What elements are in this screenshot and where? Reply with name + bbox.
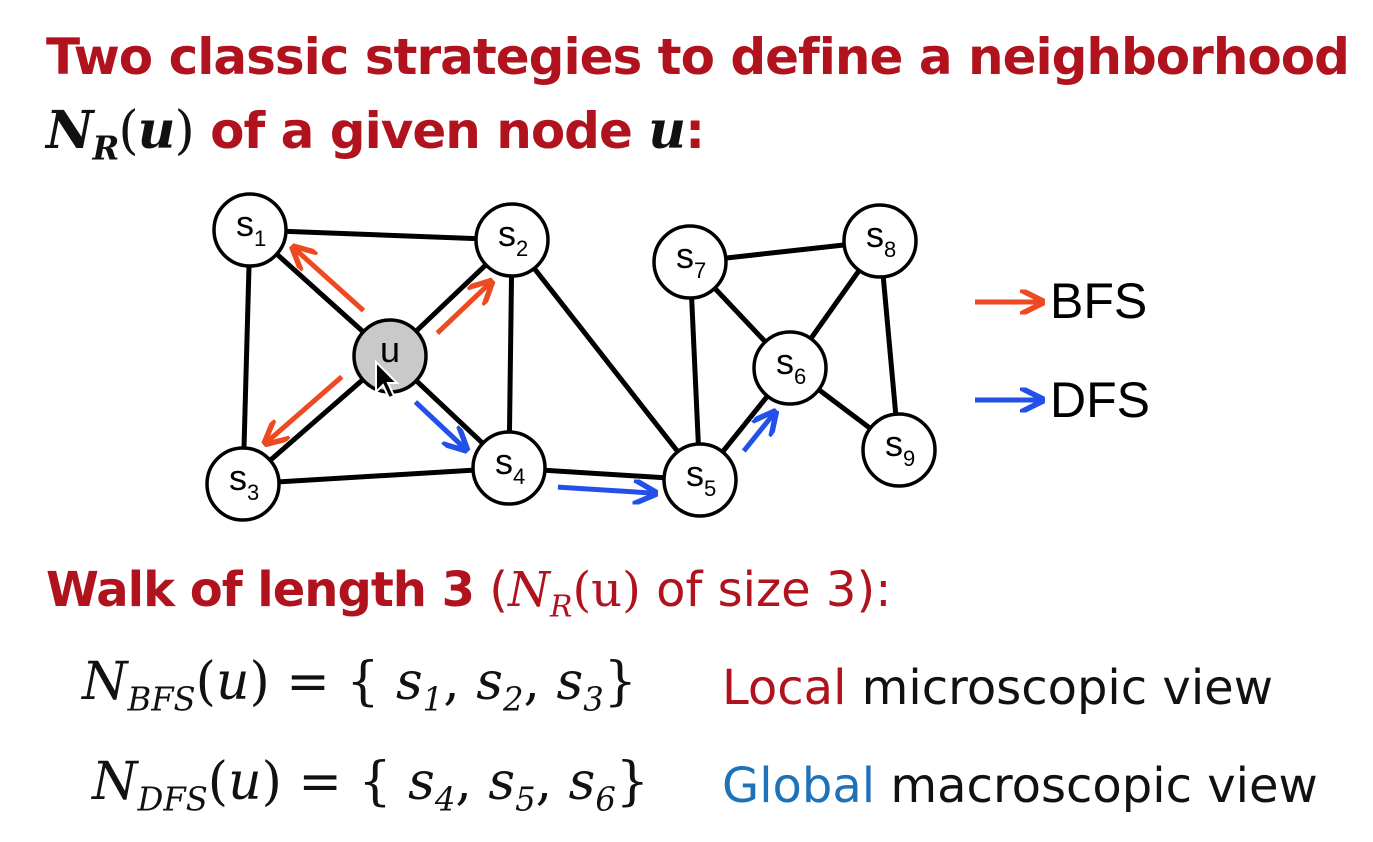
bfs-arrow-u-s3 <box>267 374 344 442</box>
dfs-item-5: s5 <box>488 752 536 819</box>
dfs-item-4: s4 <box>408 752 456 819</box>
svg-text:2: 2 <box>516 236 528 261</box>
svg-text:s: s <box>229 457 247 498</box>
svg-text:9: 9 <box>903 446 915 471</box>
svg-text:s: s <box>676 235 694 276</box>
walk-arrows <box>267 249 773 493</box>
edge-s1-s3 <box>240 229 253 485</box>
title-line-2: NR(u) of a given node u: <box>46 100 705 168</box>
bfs-legend-label: BFS <box>1050 273 1147 329</box>
title-line-1: Two classic strategies to define a neigh… <box>46 28 1350 86</box>
svg-text:s: s <box>498 213 516 254</box>
svg-text:s: s <box>686 453 704 494</box>
bfs-equation: NBFS(u) = { s1, s2, s3} <box>82 652 637 719</box>
svg-text:s: s <box>495 441 513 482</box>
bfs-description: Local microscopic view <box>722 660 1273 716</box>
svg-text:7: 7 <box>694 258 706 283</box>
dfs-legend-label: DFS <box>1050 372 1150 428</box>
node-variable: u <box>648 100 686 161</box>
dfs-equation: NDFS(u) = { s4, s5, s6} <box>92 752 649 819</box>
svg-text:1: 1 <box>254 226 266 251</box>
svg-text:3: 3 <box>247 480 259 505</box>
edge-s2-s5 <box>510 238 702 482</box>
edge-s3-s4 <box>242 465 510 487</box>
dfs-arrow-s5-s6 <box>741 414 774 453</box>
legend: BFS DFS <box>975 273 1150 428</box>
bfs-item-2: s2 <box>476 652 524 719</box>
edge-s2-s4 <box>506 239 515 469</box>
node-u: u <box>352 318 428 394</box>
walk-heading: Walk of length 3 (NR(u) of size 3): <box>46 562 892 625</box>
dfs-arrow-u-s4 <box>413 400 464 448</box>
bfs-item-1: s1 <box>395 652 444 719</box>
bfs-arrow-u-s1 <box>295 249 366 313</box>
svg-text:8: 8 <box>884 237 896 262</box>
svg-text:s: s <box>776 341 794 382</box>
svg-text:5: 5 <box>704 476 716 501</box>
dfs-item-6: s6 <box>568 752 616 819</box>
svg-text:s: s <box>866 214 884 255</box>
dfs-arrow-s4-s5 <box>557 487 653 493</box>
dfs-description: Global macroscopic view <box>722 758 1318 814</box>
neighborhood-symbol: NR(u) <box>46 100 195 168</box>
svg-text:4: 4 <box>513 464 525 489</box>
bfs-arrow-u-s2 <box>435 283 489 335</box>
svg-text:s: s <box>885 423 903 464</box>
svg-text:u: u <box>380 329 400 370</box>
edge-s1-s2 <box>249 227 513 243</box>
graph-nodes: s 1 s 2s 3us 4 s 5s 6s 7s 8s 9 <box>205 192 937 522</box>
svg-text:6: 6 <box>794 364 806 389</box>
svg-text:s: s <box>236 203 254 244</box>
mouse-cursor-icon <box>375 359 400 400</box>
bfs-item-3: s3 <box>556 652 604 719</box>
